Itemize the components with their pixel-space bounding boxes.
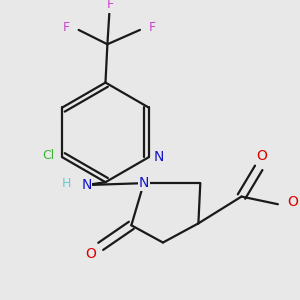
Text: F: F bbox=[148, 22, 156, 34]
Text: F: F bbox=[63, 22, 70, 34]
Text: O: O bbox=[287, 195, 298, 209]
Text: O: O bbox=[256, 149, 267, 163]
Text: H: H bbox=[61, 177, 71, 190]
Text: Cl: Cl bbox=[42, 149, 55, 162]
Text: F: F bbox=[107, 0, 114, 11]
Text: N: N bbox=[153, 150, 164, 164]
Text: N: N bbox=[139, 176, 149, 190]
Text: O: O bbox=[86, 247, 97, 261]
Text: N: N bbox=[81, 178, 92, 192]
